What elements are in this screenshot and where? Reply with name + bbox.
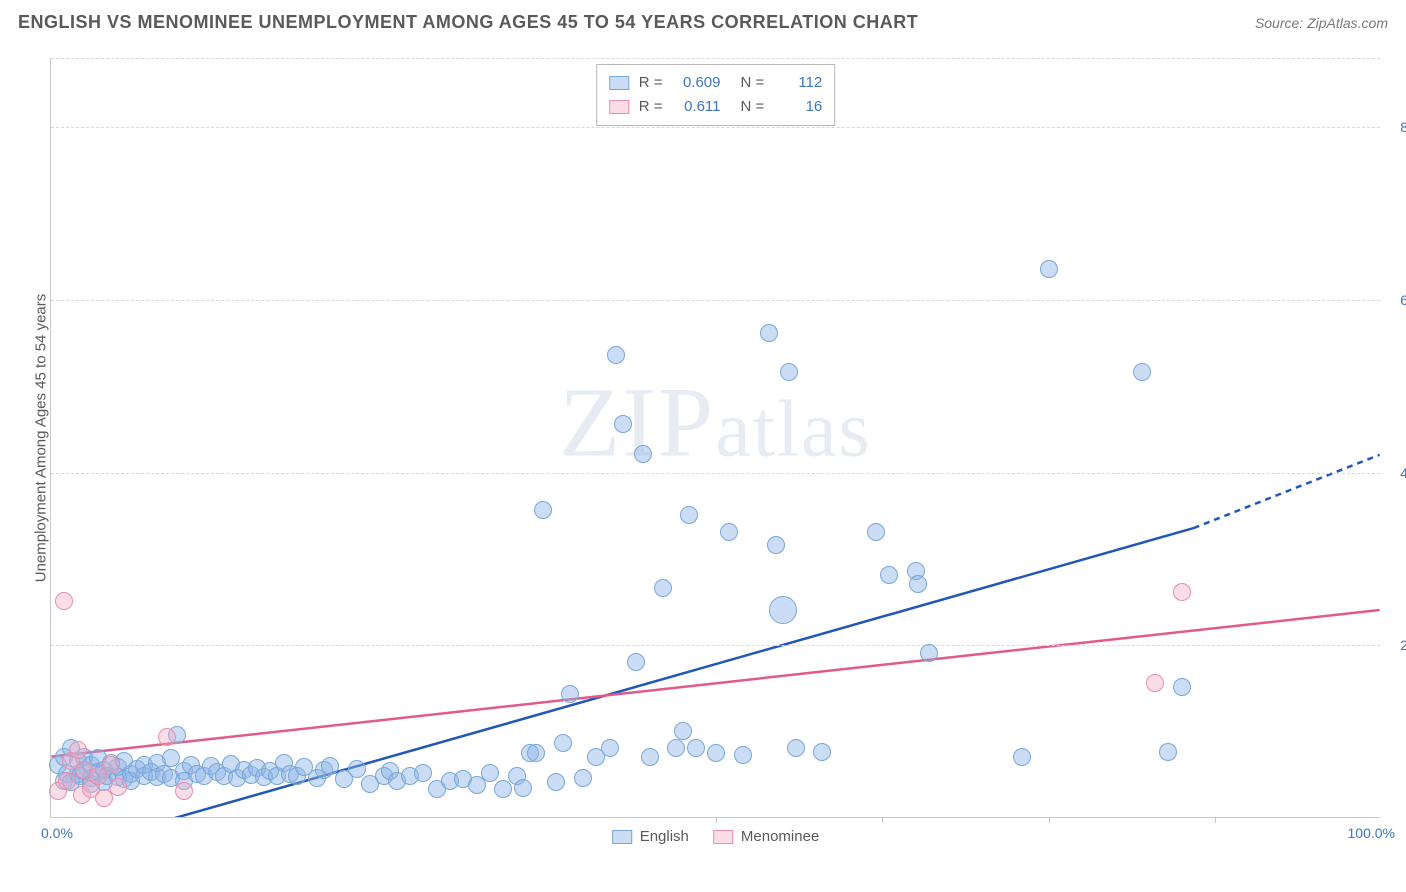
x-tick-mark <box>882 817 883 823</box>
data-point <box>867 523 885 541</box>
data-point <box>680 506 698 524</box>
legend-n-label: N = <box>741 71 765 95</box>
legend-n-value: 16 <box>774 95 822 119</box>
data-point <box>1173 678 1191 696</box>
correlation-legend: R = 0.609 N = 112 R = 0.611 N = 16 <box>596 64 836 126</box>
trend-lines-layer <box>51 58 1380 817</box>
data-point <box>687 739 705 757</box>
data-point <box>55 592 73 610</box>
data-point <box>667 739 685 757</box>
source-attribution: Source: ZipAtlas.com <box>1255 15 1388 31</box>
legend-swatch <box>713 830 733 844</box>
legend-series-label: Menominee <box>741 828 819 845</box>
data-point <box>1013 748 1031 766</box>
data-point <box>780 363 798 381</box>
gridline <box>51 127 1380 128</box>
data-point <box>1146 674 1164 692</box>
x-tick-mark <box>716 817 717 823</box>
legend-row: R = 0.611 N = 16 <box>609 95 823 119</box>
y-axis-label: Unemployment Among Ages 45 to 54 years <box>33 293 50 582</box>
data-point <box>554 734 572 752</box>
data-point <box>1133 363 1151 381</box>
data-point <box>674 722 692 740</box>
gridline <box>51 645 1380 646</box>
data-point <box>414 764 432 782</box>
data-point <box>158 728 176 746</box>
data-point <box>1159 743 1177 761</box>
x-tick-mark <box>1215 817 1216 823</box>
legend-swatch <box>612 830 632 844</box>
legend-swatch <box>609 76 629 90</box>
data-point <box>547 773 565 791</box>
data-point <box>574 769 592 787</box>
legend-row: R = 0.609 N = 112 <box>609 71 823 95</box>
data-point <box>634 445 652 463</box>
data-point <box>69 741 87 759</box>
legend-swatch <box>609 100 629 114</box>
data-point <box>627 653 645 671</box>
data-point <box>787 739 805 757</box>
gridline <box>51 58 1380 59</box>
legend-item: Menominee <box>713 828 819 845</box>
data-point <box>767 536 785 554</box>
legend-item: English <box>612 828 689 845</box>
data-point <box>920 644 938 662</box>
data-point <box>769 596 797 624</box>
data-point <box>720 523 738 541</box>
data-point <box>909 575 927 593</box>
data-point <box>614 415 632 433</box>
data-point <box>109 778 127 796</box>
x-axis-min-label: 0.0% <box>41 825 73 841</box>
legend-r-value: 0.611 <box>673 95 721 119</box>
legend-n-value: 112 <box>774 71 822 95</box>
data-point <box>348 760 366 778</box>
data-point <box>760 324 778 342</box>
x-axis-max-label: 100.0% <box>1348 825 1395 841</box>
series-legend: English Menominee <box>612 828 820 845</box>
data-point <box>654 579 672 597</box>
data-point <box>880 566 898 584</box>
chart-title: ENGLISH VS MENOMINEE UNEMPLOYMENT AMONG … <box>18 12 918 33</box>
data-point <box>102 756 120 774</box>
gridline <box>51 300 1380 301</box>
data-point <box>707 744 725 762</box>
y-tick-label: 80.0% <box>1385 119 1406 135</box>
data-point <box>1040 260 1058 278</box>
gridline <box>51 473 1380 474</box>
data-point <box>734 746 752 764</box>
watermark-text: ZIPatlas <box>559 365 872 480</box>
y-tick-label: 40.0% <box>1385 465 1406 481</box>
legend-n-label: N = <box>741 95 765 119</box>
data-point <box>534 501 552 519</box>
data-point <box>58 772 76 790</box>
data-point <box>514 779 532 797</box>
legend-r-label: R = <box>639 95 663 119</box>
legend-series-label: English <box>640 828 689 845</box>
data-point <box>641 748 659 766</box>
data-point <box>1173 583 1191 601</box>
data-point <box>607 346 625 364</box>
data-point <box>601 739 619 757</box>
y-tick-label: 60.0% <box>1385 292 1406 308</box>
scatter-chart: Unemployment Among Ages 45 to 54 years Z… <box>50 58 1380 818</box>
data-point <box>813 743 831 761</box>
data-point <box>527 744 545 762</box>
data-point <box>481 764 499 782</box>
legend-r-value: 0.609 <box>673 71 721 95</box>
data-point <box>561 685 579 703</box>
y-tick-label: 20.0% <box>1385 637 1406 653</box>
x-tick-mark <box>1049 817 1050 823</box>
data-point <box>175 782 193 800</box>
legend-r-label: R = <box>639 71 663 95</box>
